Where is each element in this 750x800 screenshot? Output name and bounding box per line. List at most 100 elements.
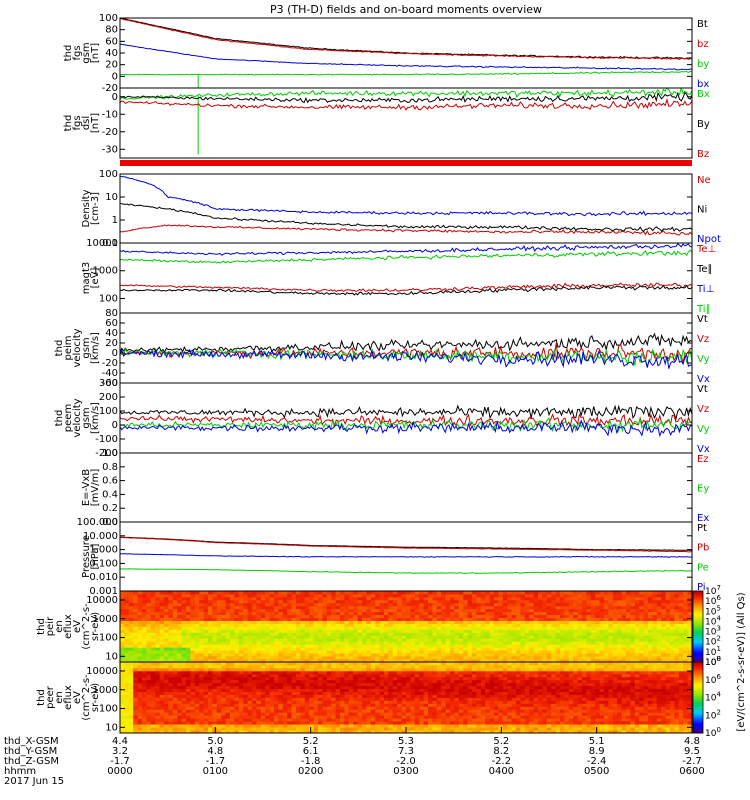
spectrogram-cell <box>296 591 301 595</box>
spectrogram-cell <box>542 620 548 624</box>
spectrogram-cell <box>634 608 640 613</box>
spectrogram-cell <box>186 730 191 733</box>
spectrogram-cell <box>604 653 609 657</box>
spectrogram-cell <box>379 596 385 601</box>
spectrogram-cell <box>331 593 336 598</box>
spectrogram-cell <box>256 664 262 669</box>
spectrogram-cell <box>357 632 363 636</box>
legend-Vt: Vt <box>697 314 708 325</box>
spectrogram-cell <box>216 721 222 725</box>
spectrogram-cell <box>357 730 363 733</box>
spectrogram-cell <box>441 629 446 633</box>
spectrogram-cell <box>392 724 398 728</box>
spectrogram-cell <box>252 620 257 624</box>
spectrogram-cell <box>626 629 631 633</box>
spectrogram-cell <box>370 596 376 601</box>
spectrogram-cell <box>133 620 138 624</box>
spectrogram-cell <box>568 614 574 619</box>
spectrogram-cell <box>340 626 345 630</box>
spectrogram-cell <box>524 608 530 613</box>
spectrogram-cell <box>137 662 143 666</box>
spectrogram-cell <box>344 591 350 595</box>
spectrogram-cell <box>392 712 398 716</box>
spectrogram-cell <box>533 614 539 619</box>
spectrogram-cell <box>159 721 165 725</box>
spectrogram-cell <box>225 700 231 704</box>
spectrogram-cell <box>406 591 411 595</box>
spectrogram-cell <box>243 626 248 630</box>
spectrogram-cell <box>524 591 530 595</box>
spectrogram-cell <box>230 620 235 624</box>
spectrogram-cell <box>414 650 420 654</box>
spectrogram-cell <box>423 611 429 616</box>
spectrogram-cell <box>683 638 688 642</box>
spectrogram-cell <box>172 676 178 681</box>
spectrogram-cell <box>313 682 319 687</box>
colorbar-segment <box>693 603 703 606</box>
spectrogram-cell <box>423 659 429 662</box>
spectrogram-cell <box>626 626 631 630</box>
spectrogram-cell <box>410 605 416 610</box>
spectrogram-cell <box>318 635 323 639</box>
spectrogram-cell <box>621 596 627 601</box>
spectrogram-cell <box>322 709 328 713</box>
spectrogram-cell <box>318 727 323 731</box>
spectrogram-cell <box>524 629 530 633</box>
spectrogram-cell <box>384 647 389 651</box>
spectrogram-cell <box>164 653 169 657</box>
spectrogram-cell <box>243 670 248 675</box>
spectrogram-cell <box>586 605 592 610</box>
spectrogram-cell <box>392 602 398 607</box>
spectrogram-cell <box>648 635 653 639</box>
spectrogram-cell <box>568 602 574 607</box>
spectrogram-cell <box>159 670 165 675</box>
spectrogram-cell <box>247 703 253 707</box>
spectrogram-cell <box>370 635 376 639</box>
spectrogram-cell <box>370 650 376 654</box>
spectrogram-cell <box>494 644 499 648</box>
spectrogram-cell <box>621 623 627 627</box>
spectrogram-cell <box>128 676 134 681</box>
spectrogram-cell <box>172 632 178 636</box>
spectrogram-cell <box>164 644 169 648</box>
spectrogram-cell <box>687 647 692 651</box>
spectrogram-cell <box>524 638 530 642</box>
spectrogram-cell <box>274 703 279 707</box>
spectrogram-cell <box>643 614 649 619</box>
spectrogram-cell <box>348 667 354 672</box>
spectrogram-cell <box>269 730 275 733</box>
spectrogram-cell <box>186 656 191 660</box>
spectrogram-cell <box>168 691 174 695</box>
series-Ti∥-line <box>120 249 692 264</box>
spectrogram-cell <box>586 611 592 616</box>
peem-velocity-content <box>120 404 692 438</box>
spectrogram-cell <box>384 700 389 704</box>
spectrogram-cell <box>287 593 292 598</box>
spectrogram-cell <box>260 715 266 719</box>
spectrogram-cell <box>595 623 600 627</box>
spectrogram-cell <box>225 721 231 725</box>
spectrogram-cell <box>124 614 130 619</box>
spectrogram-cell <box>401 608 407 613</box>
spectrogram-cell <box>208 641 213 645</box>
spectrogram-cell <box>551 647 556 651</box>
spectrogram-cell <box>502 608 508 613</box>
spectrogram-cell <box>190 635 196 639</box>
spectrogram-cell <box>577 593 583 598</box>
spectrogram-cell <box>177 623 182 627</box>
spectrogram-cell <box>309 709 314 713</box>
spectrogram-cell <box>282 591 288 595</box>
spectrogram-cell <box>568 596 574 601</box>
spectrogram-cell <box>604 656 609 660</box>
spectrogram-cell <box>441 602 446 607</box>
spectrogram-cell <box>489 623 495 627</box>
spectrogram-cell <box>401 679 407 684</box>
spectrogram-cell <box>595 656 600 660</box>
spectrogram-cell <box>344 596 350 601</box>
spectrogram-cell <box>419 650 424 654</box>
spectrogram-cell <box>516 656 521 660</box>
spectrogram-cell <box>155 712 160 716</box>
spectrogram-cell <box>128 685 134 690</box>
spectrogram-cell <box>599 602 605 607</box>
spectrogram-cell <box>406 593 411 598</box>
